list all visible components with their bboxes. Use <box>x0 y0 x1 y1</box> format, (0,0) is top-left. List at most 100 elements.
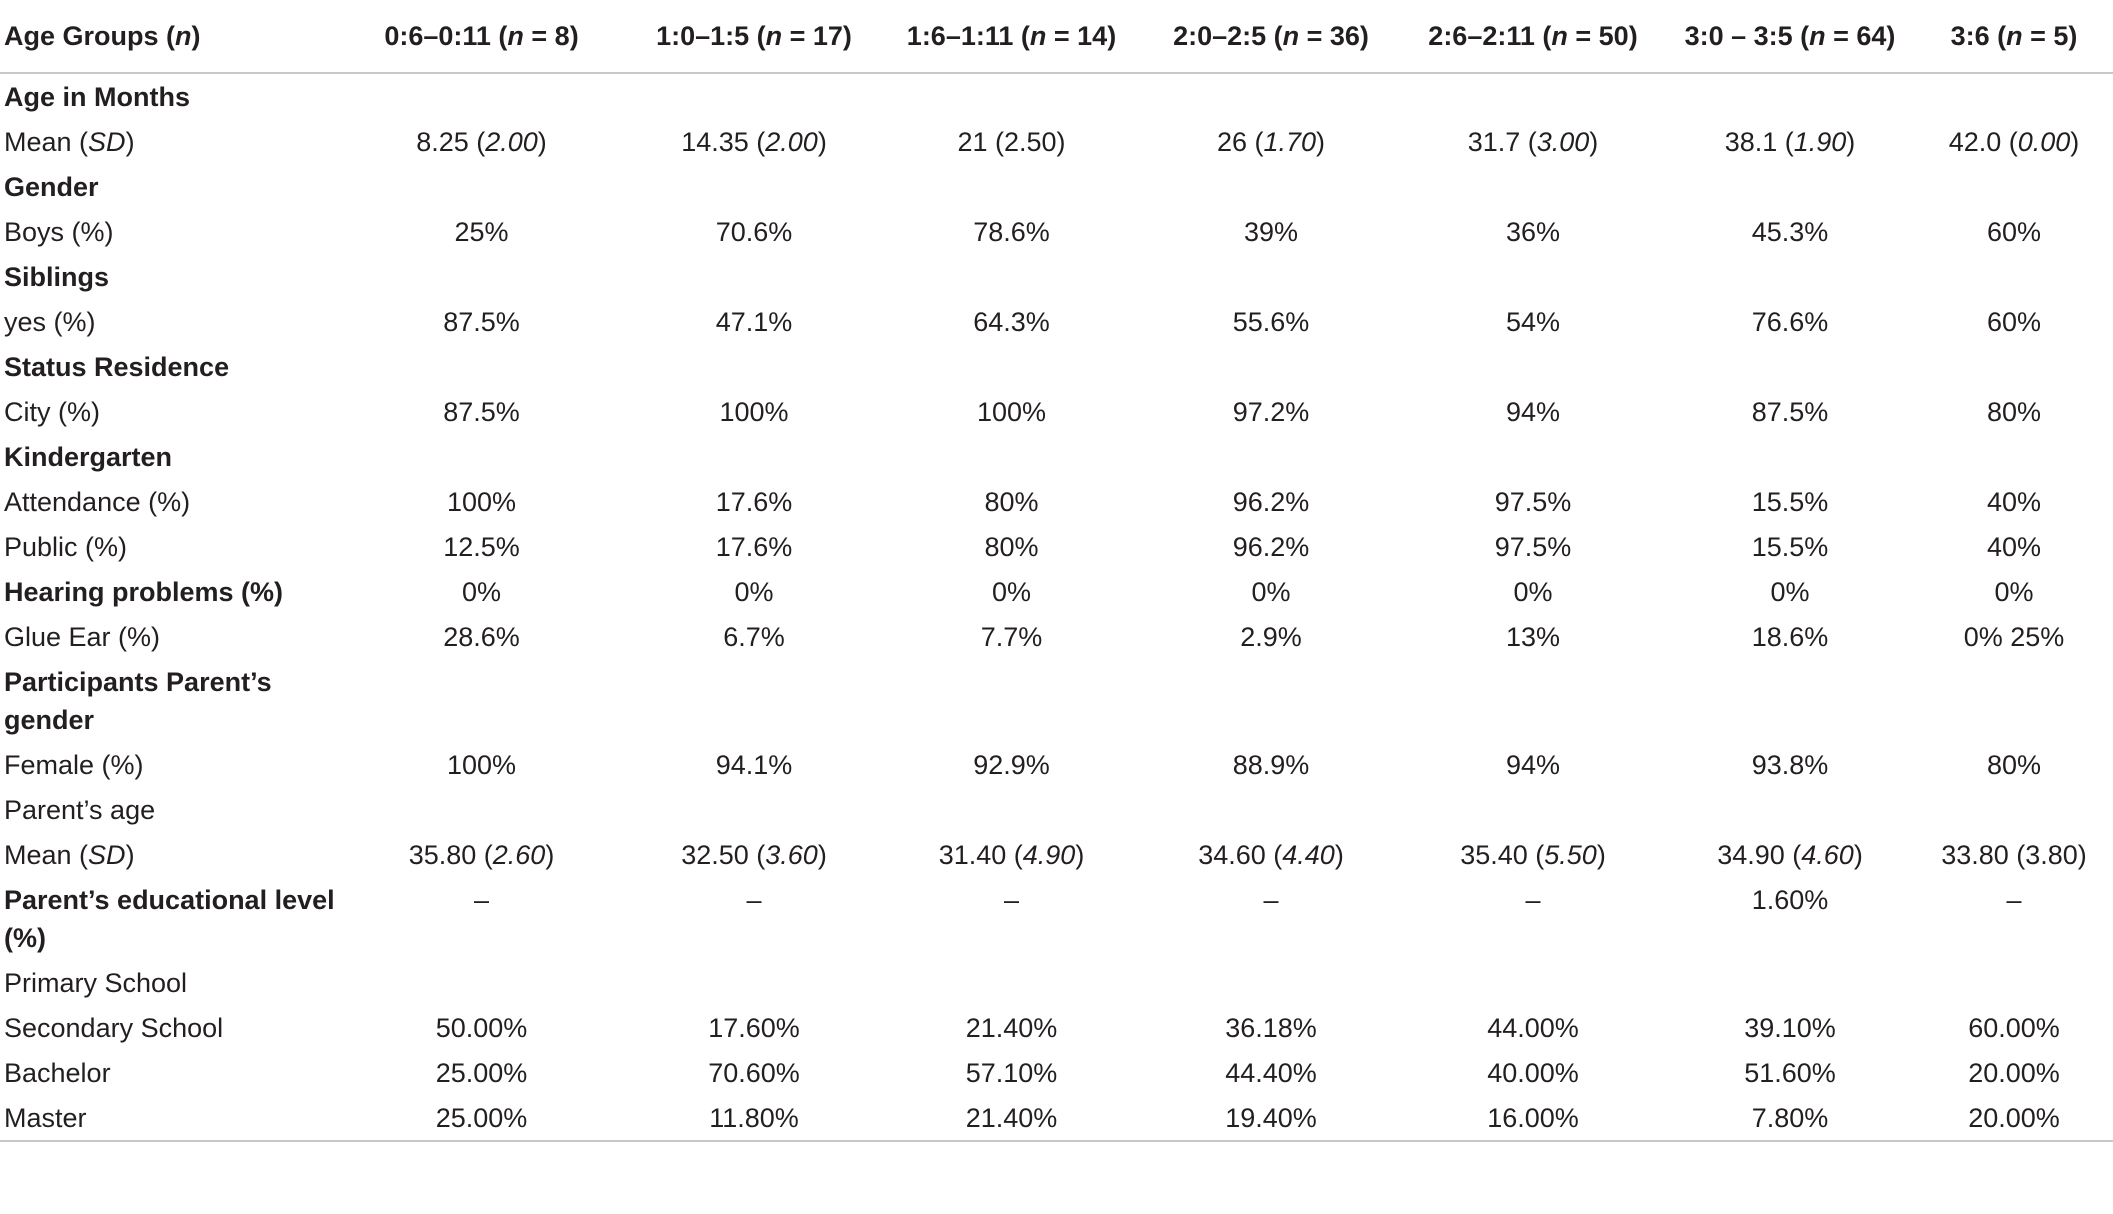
text-segment: ) <box>191 20 201 51</box>
text-segment: 1.60% <box>1751 884 1829 915</box>
cell: 16.00% <box>1401 1095 1665 1141</box>
cell <box>1915 434 2113 479</box>
text-segment: Kindergarten <box>4 441 173 472</box>
cell: 100% <box>882 389 1141 434</box>
cell: 51.60% <box>1665 1050 1915 1095</box>
text-segment: 7.80% <box>1751 1102 1829 1133</box>
text-segment: 45.3% <box>1751 216 1829 247</box>
cell: 100% <box>626 389 882 434</box>
cell <box>337 659 626 742</box>
row-label: Mean (SD) <box>0 119 337 164</box>
cell: 34.60 (4.40) <box>1141 832 1401 877</box>
cell: 64.3% <box>882 299 1141 344</box>
column-header: Age Groups (n) <box>0 0 337 74</box>
column-header: 3:6 (n = 5) <box>1915 0 2113 74</box>
text-segment: 44.40% <box>1225 1057 1317 1088</box>
row-label: Hearing problems (%) <box>0 569 337 614</box>
cell: 88.9% <box>1141 742 1401 787</box>
text-segment: 11.80% <box>709 1102 799 1133</box>
text-segment: 87.5% <box>1751 396 1829 427</box>
text-segment: 26 ( <box>1216 126 1264 157</box>
text-segment: 42.0 ( <box>1948 126 2018 157</box>
text-segment: 19.40% <box>1225 1102 1317 1133</box>
cell: 80% <box>882 479 1141 524</box>
cell: 28.6% <box>337 614 626 659</box>
cell: 0% <box>1665 569 1915 614</box>
text-segment: 70.6% <box>715 216 793 247</box>
text-segment: 47.1% <box>715 306 793 337</box>
cell: 2.9% <box>1141 614 1401 659</box>
text-segment: – <box>746 884 762 915</box>
cell: 70.60% <box>626 1050 882 1095</box>
cell <box>882 434 1141 479</box>
text-segment: City (%) <box>4 396 100 427</box>
text-segment: 60.00% <box>1968 1012 2060 1043</box>
cell: 94.1% <box>626 742 882 787</box>
data-row: City (%) 87.5% 100% 100% 97.2% 94% 87.5% 80% <box>0 389 2113 434</box>
text-segment: 60% <box>1986 306 2042 337</box>
section-row: Status Residence <box>0 344 2113 389</box>
cell <box>1665 344 1915 389</box>
cell: – <box>337 877 626 960</box>
text-segment: 0% <box>1251 576 1291 607</box>
cell <box>1665 659 1915 742</box>
text-segment: ) <box>1334 839 1344 870</box>
text-segment: Primary School <box>4 967 188 998</box>
text-segment: Public (%) <box>4 531 128 562</box>
text-segment: 3:6 ( <box>1950 20 2007 51</box>
data-row: Secondary School 50.00% 17.60% 21.40% 36.18%… <box>0 1005 2113 1050</box>
text-segment: 0% <box>734 576 774 607</box>
cell: 7.80% <box>1665 1095 1915 1141</box>
cell: 7.7% <box>882 614 1141 659</box>
cell: 54% <box>1401 299 1665 344</box>
cell <box>1401 254 1665 299</box>
cell: 87.5% <box>337 389 626 434</box>
cell: – <box>1915 877 2113 960</box>
cell <box>1401 73 1665 119</box>
text-segment: 39% <box>1243 216 1299 247</box>
text-segment: ) <box>125 126 135 157</box>
cell <box>1915 787 2113 832</box>
cell <box>626 787 882 832</box>
text-segment: 0:6–0:11 ( <box>384 20 508 51</box>
text-segment: 57.10% <box>965 1057 1058 1088</box>
text-segment: 87.5% <box>443 306 520 337</box>
text-segment: 80% <box>1986 396 2042 427</box>
text-segment: 44.00% <box>1487 1012 1579 1043</box>
cell: 80% <box>882 524 1141 569</box>
text-segment: 1.70 <box>1263 126 1317 157</box>
text-segment: ) <box>817 126 827 157</box>
text-segment: n <box>507 20 524 51</box>
cell: 92.9% <box>882 742 1141 787</box>
text-segment: – <box>473 884 490 915</box>
cell: 36.18% <box>1141 1005 1401 1050</box>
cell <box>337 164 626 209</box>
cell <box>1141 787 1401 832</box>
text-segment: 96.2% <box>1232 486 1310 517</box>
text-segment: ) <box>537 126 547 157</box>
text-segment: ) <box>817 839 827 870</box>
text-segment: 78.6% <box>973 216 1050 247</box>
text-segment: ) <box>1589 126 1599 157</box>
column-header: 1:6–1:11 (n = 14) <box>882 0 1141 74</box>
cell: 6.7% <box>626 614 882 659</box>
text-segment: 15.5% <box>1751 486 1829 517</box>
cell: 0% <box>1141 569 1401 614</box>
text-segment: 35.80 ( <box>408 839 493 870</box>
cell: 26 (1.70) <box>1141 119 1401 164</box>
cell: 100% <box>337 479 626 524</box>
cell: 44.40% <box>1141 1050 1401 1095</box>
text-segment: = 17) <box>782 20 852 51</box>
cell: 80% <box>1915 389 2113 434</box>
cell: – <box>626 877 882 960</box>
text-segment: 80% <box>984 531 1039 562</box>
text-segment: 16.00% <box>1487 1102 1579 1133</box>
data-row: yes (%) 87.5% 47.1% 64.3% 55.6% 54% 76.6% 60% <box>0 299 2113 344</box>
cell: 18.6% <box>1665 614 1915 659</box>
text-segment: 60% <box>1986 216 2042 247</box>
text-segment: 76.6% <box>1751 306 1829 337</box>
section-row: Siblings <box>0 254 2113 299</box>
section-row: Participants Parent’s gender <box>0 659 2113 742</box>
cell <box>1665 254 1915 299</box>
